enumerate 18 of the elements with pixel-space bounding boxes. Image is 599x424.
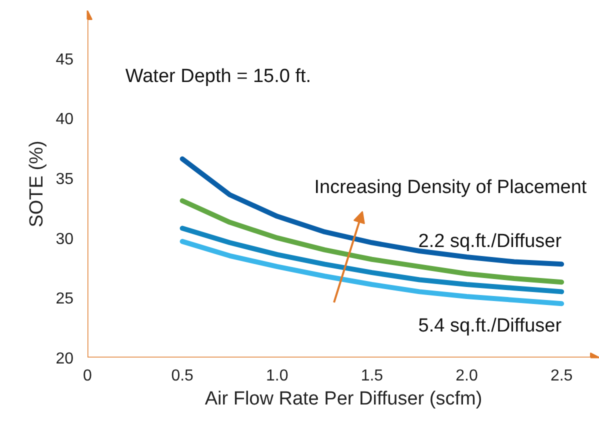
- x-tick-label: 0.5: [171, 368, 194, 384]
- x-tick-label: 2.0: [456, 368, 478, 384]
- series-label: 5.4 sq.ft./Diffuser: [418, 316, 562, 337]
- x-axis-title: Air Flow Rate Per Diffuser (scfm): [204, 388, 482, 410]
- y-tick-label: 25: [56, 290, 74, 308]
- x-tick-label: 0: [83, 368, 92, 384]
- x-tick-label: 2.5: [550, 368, 573, 384]
- y-tick-label: 30: [56, 230, 74, 248]
- x-tick-label: 1.0: [266, 368, 288, 384]
- y-axis-title: SOTE (%): [26, 140, 48, 228]
- y-tick-label: 35: [56, 171, 74, 188]
- y-tick-label: 40: [56, 111, 74, 128]
- y-tick-label: 20: [56, 350, 74, 368]
- series-label: 2.2 sq.ft./Diffuser: [418, 231, 562, 252]
- x-tick-label: 1.5: [360, 368, 384, 384]
- annotation: Water Depth = 15.0 ft.: [125, 66, 312, 87]
- annotation: Increasing Density of Placement: [314, 176, 588, 198]
- y-tick-label: 45: [56, 51, 74, 68]
